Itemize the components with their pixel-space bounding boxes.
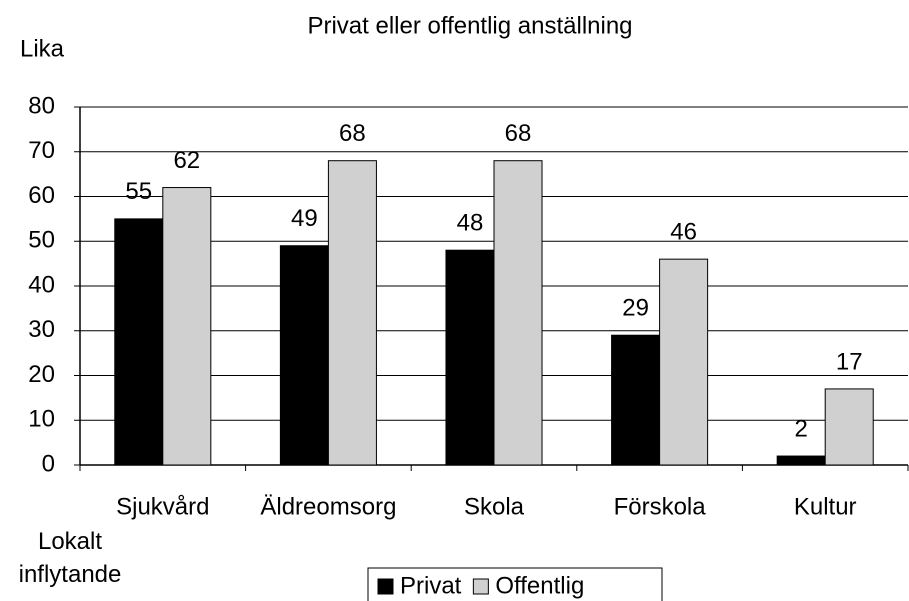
bar [824,388,874,466]
bar [279,245,329,466]
bar [327,160,377,466]
bar [659,258,709,466]
y-tick-label: 60 [28,182,55,209]
y-tick-label: 0 [42,450,55,477]
bar [162,187,212,466]
x-tick-label: Kultur [794,493,857,520]
bar [776,455,826,466]
x-tick-label: Förskola [614,493,707,520]
value-label: 29 [622,295,649,322]
x-axis-label: Lokalt inflytande [18,528,122,588]
value-label: 68 [339,120,366,147]
legend-swatch [377,578,394,595]
y-tick-label: 40 [28,271,55,298]
value-label: 62 [173,147,200,174]
y-tick-label: 50 [28,227,55,254]
value-label: 49 [291,205,318,232]
bar [611,334,661,466]
y-tick-label: 10 [28,406,55,433]
y-tick-label: 70 [28,137,55,164]
legend-swatch [472,578,489,595]
value-label: 17 [836,348,863,375]
bar [445,249,495,466]
value-label: 46 [670,218,697,245]
bar [114,218,164,466]
x-tick-label: Äldreomsorg [260,493,396,520]
y-axis-label: Lika [20,35,65,62]
y-tick-label: 80 [28,92,55,119]
y-tick-label: 20 [28,361,55,388]
value-label: 55 [125,178,152,205]
value-label: 68 [505,120,532,147]
value-label: 48 [457,210,484,237]
x-tick-label: Sjukvård [116,493,209,520]
legend-box [367,567,663,601]
legend-label: Offentlig [495,572,584,599]
x-tick-label: Skola [464,493,525,520]
chart-title: Privat eller offentlig anställning [307,12,632,39]
value-label: 2 [795,415,808,442]
y-tick-label: 30 [28,316,55,343]
bar [493,160,543,466]
legend-label: Privat [400,572,462,599]
